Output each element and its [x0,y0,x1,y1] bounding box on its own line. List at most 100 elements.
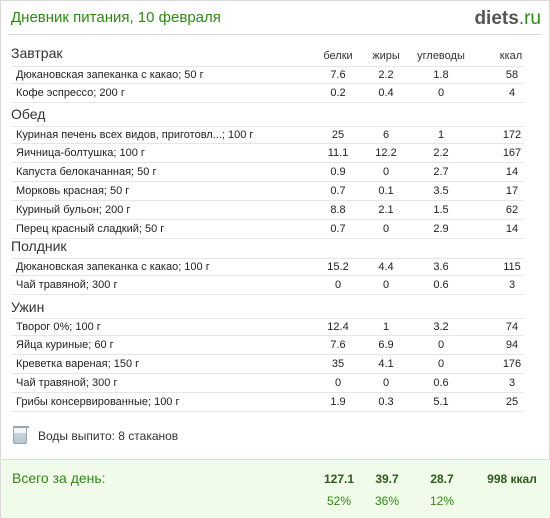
food-fat: 0 [382,279,390,291]
column-header-carbs: углеводы [417,50,465,62]
food-carbs: 3.6 [433,261,449,273]
food-kcal: 58 [505,69,519,81]
food-fat: 0.4 [378,87,394,99]
food-row[interactable]: Яичница-болтушка; 100 г 11.1 12.2 2.2 167 [11,145,524,163]
food-row[interactable]: Дюкановская запеканка с какао; 50 г 7.6 2.… [11,66,524,84]
food-fat: 6 [382,129,390,141]
food-kcal: 176 [502,358,522,370]
food-fat: 2.1 [378,204,394,216]
daily-total: Всего за день: 127.1 39.7 28.7 998 ккал … [2,459,550,518]
food-kcal: 62 [505,204,519,216]
food-fat: 0 [382,223,390,235]
food-row[interactable]: Креветка вареная; 150 г 35 4.1 0 176 [11,356,524,374]
food-kcal: 74 [505,321,519,333]
food-row[interactable]: Кофе эспрессо; 200 г 0.2 0.4 0 4 [11,85,524,103]
food-fat: 1 [382,321,390,333]
food-row[interactable]: Морковь красная; 50 г 0.7 0.1 3.5 17 [11,183,524,201]
food-row[interactable]: Грибы консервированные; 100 г 1.9 0.3 5.1 25 [11,394,524,412]
food-protein: 0.7 [330,185,346,197]
food-row[interactable]: Творог 0%; 100 г 12.4 1 3.2 74 [11,318,524,336]
food-name: Яйца куриные; 60 г [16,339,114,351]
food-row[interactable]: Дюкановская запеканка с какао; 100 г 15.2… [11,258,524,276]
food-name: Куриная печень всех видов, приготовл...;… [16,129,254,141]
total-carbs-percent: 12% [429,494,455,508]
food-carbs: 2.7 [433,166,449,178]
food-row[interactable]: Чай травяной; 300 г 0 0 0.6 3 [11,277,524,295]
food-carbs: 1.5 [433,204,449,216]
section-title: Полдник [11,238,67,254]
food-protein: 0 [334,279,342,291]
food-fat: 4.1 [378,358,394,370]
food-fat: 0.1 [378,185,394,197]
food-fat: 4.4 [378,261,394,273]
food-name: Яичница-болтушка; 100 г [16,147,145,159]
food-protein: 25 [331,129,345,141]
food-protein: 1.9 [330,396,346,408]
food-kcal: 3 [508,377,516,389]
total-label: Всего за день: [12,470,106,486]
food-carbs: 0 [437,339,445,351]
food-kcal: 115 [503,261,521,273]
section-title: Обед [11,106,46,122]
food-name: Перец красный сладкий; 50 г [16,223,165,235]
food-name: Куриный бульон; 200 г [16,204,131,216]
food-name: Морковь красная; 50 г [16,185,130,197]
food-row[interactable]: Капуста белокачанная; 50 г 0.9 0 2.7 14 [11,164,524,182]
food-carbs: 3.5 [433,185,449,197]
glass-icon [13,426,29,444]
food-name: Грибы консервированные; 100 г [16,396,180,408]
food-carbs: 0.6 [433,279,449,291]
food-kcal: 172 [502,129,522,141]
logo-main: diets [474,8,519,29]
food-row[interactable]: Перец красный сладкий; 50 г 0.7 0 2.9 14 [11,221,524,239]
site-logo[interactable]: diets.ru [474,8,541,30]
food-kcal: 14 [505,223,519,235]
food-kcal: 17 [505,185,519,197]
food-row[interactable]: Яйца куриные; 60 г 7.6 6.9 0 94 [11,337,524,355]
food-fat: 6.9 [378,339,394,351]
food-carbs: 5.1 [433,396,449,408]
food-kcal: 3 [508,279,516,291]
food-row[interactable]: Куриный бульон; 200 г 8.8 2.1 1.5 62 [11,202,524,220]
food-fat: 0 [382,166,390,178]
column-header-fat: жиры [372,50,400,62]
food-fat: 0.3 [378,396,394,408]
food-row[interactable]: Куриная печень всех видов, приготовл...;… [11,126,524,144]
food-carbs: 1.8 [433,69,449,81]
food-fat: 0 [382,377,390,389]
food-name: Чай травяной; 300 г [16,377,118,389]
food-protein: 12.4 [327,321,349,333]
food-kcal: 4 [508,87,516,99]
food-protein: 7.6 [330,339,346,351]
food-protein: 0 [334,377,342,389]
food-kcal: 14 [505,166,519,178]
food-row[interactable]: Чай травяной; 300 г 0 0 0.6 3 [11,375,524,393]
total-carbs: 28.7 [430,472,454,486]
food-carbs: 1 [437,129,445,141]
food-fat: 12.2 [375,147,397,159]
page-title: Дневник питания, 10 февраля [11,9,221,26]
food-name: Дюкановская запеканка с какао; 50 г [16,69,204,81]
food-protein: 0.2 [330,87,346,99]
food-protein: 35 [331,358,345,370]
food-fat: 2.2 [378,69,394,81]
section-title: Завтрак [11,45,63,61]
food-name: Кофе эспрессо; 200 г [16,87,125,99]
total-protein: 127.1 [323,472,355,486]
food-kcal: 25 [505,396,519,408]
food-protein: 0.9 [330,166,346,178]
column-header-protein: белки [323,50,353,62]
food-protein: 8.8 [330,204,346,216]
food-protein: 15.2 [327,261,349,273]
food-name: Дюкановская запеканка с какао; 100 г [16,261,210,273]
total-protein-percent: 52% [326,494,352,508]
total-kcal: 998 ккал [487,472,537,486]
food-protein: 11.1 [327,147,349,159]
food-name: Креветка вареная; 150 г [16,358,140,370]
column-header-kcal: ккал [499,50,523,62]
food-carbs: 3.2 [433,321,449,333]
food-carbs: 0 [437,358,445,370]
food-carbs: 2.9 [433,223,449,235]
food-kcal: 94 [505,339,519,351]
